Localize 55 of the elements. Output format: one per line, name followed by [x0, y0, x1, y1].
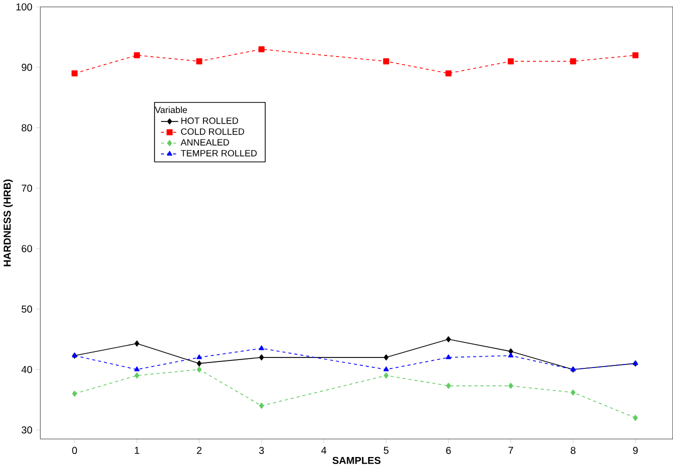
point	[72, 390, 77, 397]
point	[446, 354, 452, 359]
x-tick-label: 2	[196, 446, 202, 454]
point	[134, 340, 140, 346]
point	[196, 58, 202, 64]
legend-title: Variable	[154, 106, 187, 113]
point	[383, 58, 390, 64]
point	[196, 366, 202, 372]
x-tick-label: 1	[134, 446, 140, 454]
point	[508, 352, 514, 358]
point	[72, 70, 78, 76]
point	[570, 58, 576, 64]
point	[633, 414, 638, 421]
point	[445, 70, 452, 76]
x-tick-label: 0	[72, 446, 77, 454]
y-tick-label: 70	[22, 184, 32, 192]
point	[258, 345, 264, 350]
point	[384, 354, 389, 360]
point	[134, 366, 140, 372]
point	[383, 366, 389, 372]
point	[446, 382, 451, 389]
y-tick-label: 90	[22, 64, 32, 71]
y-tick-label: 60	[22, 244, 32, 252]
point	[632, 52, 638, 58]
point	[196, 354, 202, 359]
point	[258, 46, 265, 52]
legend-label: HOT ROLLED	[181, 117, 238, 124]
x-tick-label: 3	[259, 446, 264, 454]
point	[508, 348, 514, 354]
point	[570, 389, 576, 396]
y-tick-label: 40	[21, 366, 32, 373]
x-tick-label: 5	[384, 446, 389, 454]
point	[134, 372, 140, 378]
x-tick-label: 4	[321, 446, 326, 454]
point	[259, 402, 264, 409]
point	[196, 360, 202, 366]
x-tick-label: 6	[446, 446, 451, 454]
point	[384, 372, 389, 378]
y-tick-label: 80	[22, 124, 32, 132]
point	[446, 336, 451, 342]
legend-label: COLD ROLLED	[181, 128, 244, 135]
point	[134, 52, 140, 58]
point	[259, 354, 264, 360]
y-axis-title: HARDNESS (HRB)	[3, 179, 13, 266]
x-tick-label: 7	[508, 446, 514, 454]
legend-label: ANNEALED	[180, 139, 230, 146]
y-tick-label: 30	[22, 426, 32, 434]
y-tick-label: 50	[22, 305, 32, 312]
y-tick-label: 100	[16, 3, 32, 10]
point	[508, 382, 514, 389]
x-axis-title: SAMPLES	[332, 456, 381, 464]
point	[508, 58, 514, 64]
x-tick-label: 9	[633, 446, 638, 454]
legend-label: TEMPER ROLLED	[180, 150, 257, 156]
x-tick-label: 8	[570, 446, 576, 454]
